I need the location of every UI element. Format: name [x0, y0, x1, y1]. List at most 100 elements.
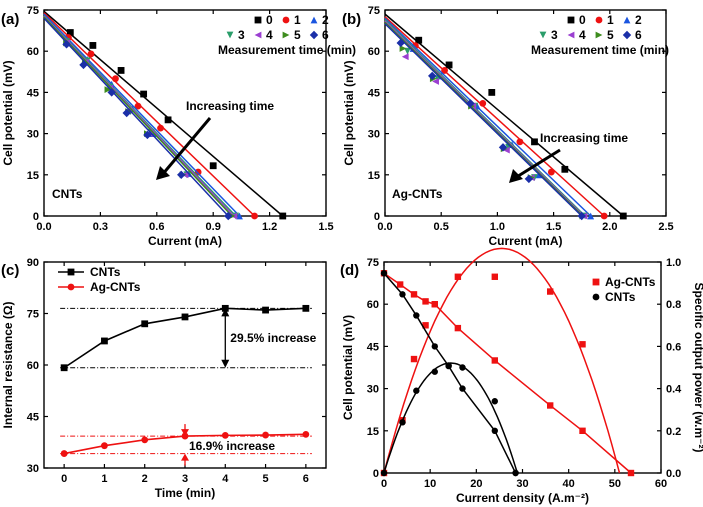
x-axis-label: Current (mA)	[489, 234, 563, 248]
data-point	[441, 67, 448, 74]
x-tick-label: 4	[222, 473, 229, 485]
legend-marker	[226, 31, 234, 39]
data-point	[579, 427, 586, 434]
panel-label: (a)	[1, 11, 19, 28]
legend-title: Measurement time (min)	[531, 43, 669, 57]
legend-marker	[310, 16, 318, 24]
y-tick-label: 60	[27, 360, 39, 372]
data-point	[577, 211, 586, 221]
data-point	[101, 337, 108, 345]
legend-marker	[567, 16, 575, 24]
x-tick-label: 1.5	[546, 221, 561, 233]
arrow-head	[156, 166, 170, 180]
data-point	[140, 90, 148, 98]
data-point	[101, 442, 108, 450]
data-point	[60, 450, 68, 457]
arrow-head	[181, 453, 189, 461]
data-point	[524, 174, 534, 184]
arrow-head	[221, 308, 230, 317]
arrow-head	[181, 429, 189, 437]
sample-label: CNTs	[52, 187, 83, 201]
data-point	[224, 211, 233, 221]
annotation-text: Increasing time	[186, 99, 274, 113]
data-point	[262, 306, 269, 314]
legend-label: Ag-CNTs	[90, 280, 141, 294]
legend-marker	[592, 278, 600, 286]
data-point	[454, 324, 462, 332]
series-fit-line	[384, 21, 584, 217]
y-tick-label: 15	[367, 426, 379, 438]
data-point	[79, 60, 88, 70]
data-point	[512, 469, 519, 477]
y-axis-label: Internal resistance (Ω)	[1, 302, 15, 429]
series-fit-line	[384, 23, 583, 217]
legend-label: 3	[551, 28, 558, 42]
data-point	[491, 427, 498, 434]
y-axis-label: Cell potential (mV)	[342, 60, 356, 165]
legend-label: 4	[579, 28, 586, 42]
data-point	[502, 146, 510, 154]
legend-label: 0	[266, 13, 273, 27]
data-point	[561, 165, 569, 173]
arrow-shaft	[514, 148, 561, 180]
y-axis-label: Cell potential (mV)	[1, 60, 15, 165]
x-tick-label: 0.3	[93, 221, 108, 233]
data-point	[547, 288, 554, 295]
x-tick-label: 1.5	[318, 221, 333, 233]
sample-label: Ag-CNTs	[392, 187, 443, 201]
data-point	[399, 45, 407, 52]
series-fit-line	[43, 16, 233, 217]
annotation-text: 16.9% increase	[189, 439, 275, 453]
x-tick-label: 2	[142, 473, 148, 485]
y2-axis-label: Specific output power (w.m⁻²)	[692, 283, 703, 453]
x-tick-label: 0	[381, 478, 387, 490]
legend-marker	[595, 16, 603, 24]
data-point	[181, 313, 189, 321]
data-point	[466, 99, 475, 108]
x-tick-label: 1.0	[490, 221, 505, 233]
legend-marker	[254, 16, 262, 24]
data-point	[413, 312, 420, 319]
data-point	[627, 469, 635, 477]
data-point	[62, 40, 71, 49]
legend-label: 5	[607, 28, 614, 42]
data-point	[157, 124, 164, 132]
series-line	[383, 272, 517, 474]
x-tick-label: 0.5	[434, 221, 449, 233]
x-axis-label: Time (min)	[155, 486, 215, 500]
data-point	[516, 138, 524, 146]
panel-label: (c)	[1, 262, 19, 279]
legend-label: 1	[294, 13, 301, 27]
data-point	[619, 212, 627, 220]
series-fit-line	[43, 13, 241, 217]
data-point	[164, 116, 172, 124]
data-point	[262, 431, 269, 439]
data-point	[122, 108, 131, 118]
data-point	[531, 138, 538, 146]
y2-tick-label: 0.4	[666, 384, 682, 396]
legend-label: 4	[266, 28, 273, 42]
x-tick-label: 0.0	[36, 221, 51, 233]
y-tick-label: 60	[27, 46, 39, 58]
series-fit-line	[384, 16, 605, 217]
data-point	[380, 270, 388, 277]
x-tick-label: 60	[655, 478, 667, 490]
annotation-text: 29.5% increase	[230, 331, 316, 345]
legend-label: 6	[635, 28, 642, 42]
data-point	[399, 419, 406, 426]
y-tick-label: 75	[367, 257, 379, 269]
data-point	[194, 168, 202, 176]
data-point	[415, 36, 423, 44]
arrow-head	[221, 359, 230, 368]
plot-frame	[384, 9, 667, 217]
legend-marker	[623, 16, 631, 24]
data-point	[431, 343, 438, 350]
legend-label: 2	[635, 13, 642, 27]
y-tick-label: 75	[368, 5, 380, 17]
data-point	[117, 67, 125, 74]
y-tick-label: 75	[27, 5, 39, 17]
data-point	[141, 436, 149, 444]
y2-tick-label: 0.2	[666, 426, 681, 438]
y-tick-label: 30	[27, 129, 39, 141]
series-fit-line	[384, 20, 585, 217]
